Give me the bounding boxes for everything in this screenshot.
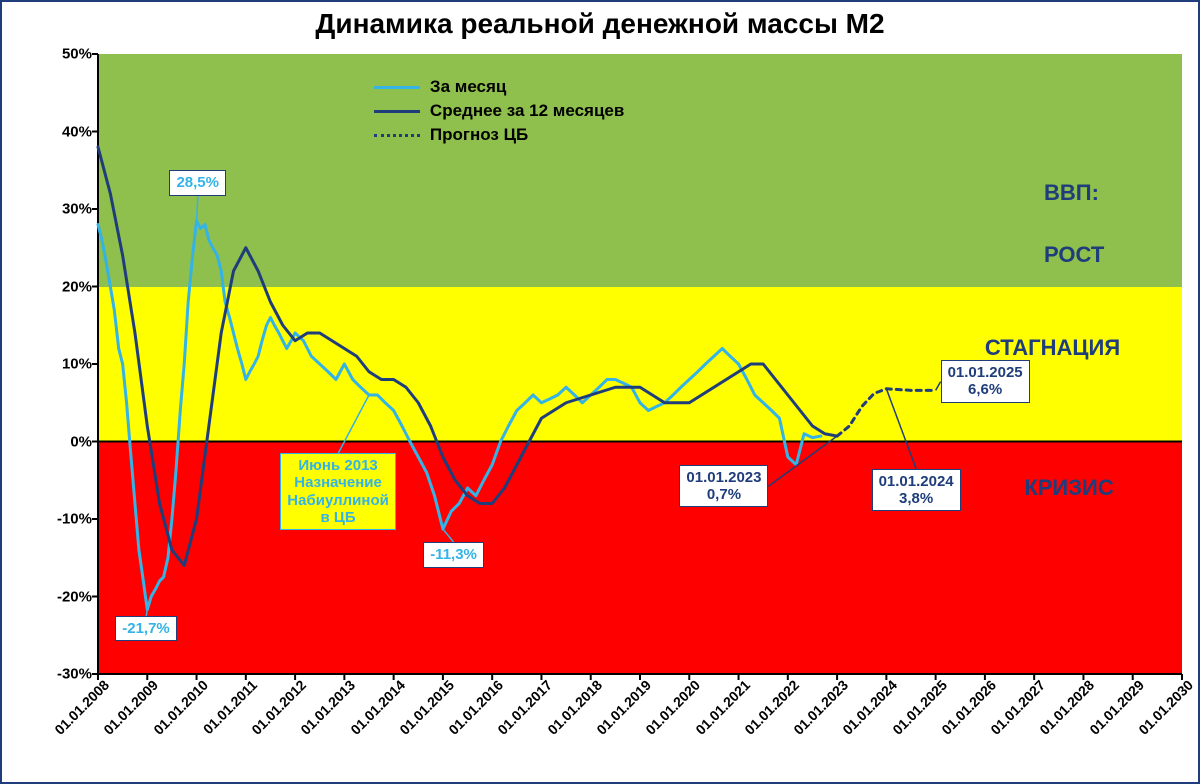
callout-nabi: Июнь 2013НазначениеНабиуллинойв ЦБ (280, 453, 396, 530)
y-tick-label: -20% (57, 588, 98, 605)
callout-low2015: -11,3% (423, 542, 484, 567)
zone-label-2: КРИЗИС (1024, 475, 1113, 501)
callout-low2009: -21,7% (115, 616, 177, 641)
zone-label-0: РОСТ (1044, 242, 1104, 268)
y-tick-label: -10% (57, 511, 98, 528)
callout-f2023: 01.01.20230,7% (679, 465, 768, 508)
legend: За месяц Среднее за 12 месяцев Прогноз ЦБ (374, 77, 624, 149)
plot-area: -30%-20%-10%0%10%20%30%40%50%01.01.20080… (98, 54, 1182, 674)
legend-item: Прогноз ЦБ (374, 125, 624, 145)
y-tick-label: 0% (70, 433, 98, 450)
callout-peak2010: 28,5% (169, 170, 226, 195)
y-tick-label: 20% (62, 278, 98, 295)
callout-f2024: 01.01.20243,8% (872, 469, 961, 512)
legend-swatch (374, 134, 420, 137)
legend-swatch (374, 86, 420, 89)
zone-label-1: СТАГНАЦИЯ (985, 335, 1120, 361)
y-tick-label: 10% (62, 356, 98, 373)
y-tick-label: 40% (62, 123, 98, 140)
legend-label: Среднее за 12 месяцев (430, 101, 624, 121)
legend-swatch (374, 110, 420, 113)
legend-label: Прогноз ЦБ (430, 125, 528, 145)
chart-frame: Динамика реальной денежной массы М2 Прир… (0, 0, 1200, 784)
legend-label: За месяц (430, 77, 506, 97)
legend-item: За месяц (374, 77, 624, 97)
y-tick-label: 50% (62, 46, 98, 63)
series-forecast (837, 389, 936, 436)
zone-heading-gdp: ВВП: (1044, 180, 1099, 206)
legend-item: Среднее за 12 месяцев (374, 101, 624, 121)
y-tick-label: 30% (62, 201, 98, 218)
chart-title: Динамика реальной денежной массы М2 (2, 8, 1198, 40)
callout-f2025: 01.01.20256,6% (941, 360, 1030, 403)
